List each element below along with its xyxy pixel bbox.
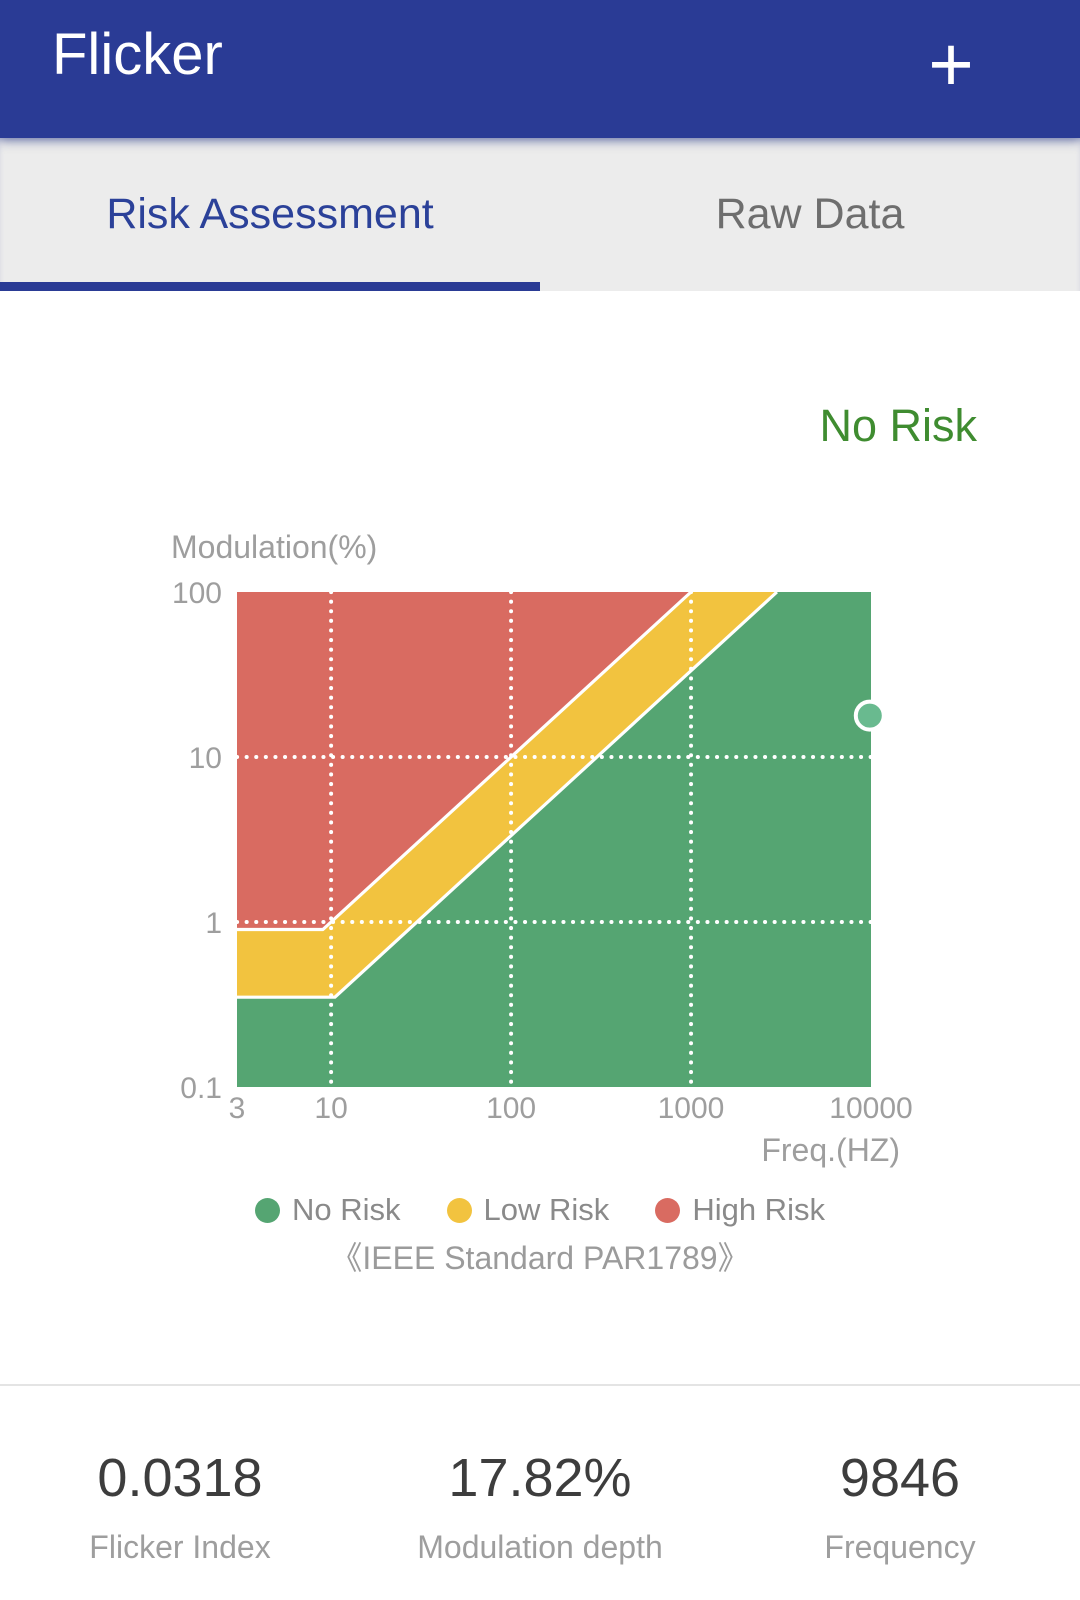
page-title: Flicker [52, 22, 223, 87]
legend-label: High Risk [692, 1192, 825, 1227]
section-divider [0, 1384, 1080, 1386]
risk-chart: 3 10 100 1000 10000 100 10 1 0.1 [172, 577, 913, 1125]
stat-modulation-depth: 17.82% Modulation depth [360, 1386, 720, 1566]
svg-text:0.1: 0.1 [180, 1072, 222, 1105]
stat-label: Flicker Index [89, 1529, 271, 1565]
high-risk-dot-icon [655, 1197, 681, 1223]
stat-value: 17.82% [448, 1448, 632, 1508]
risk-result-text: No Risk [819, 400, 977, 451]
stat-flicker-index: 0.0318 Flicker Index [0, 1386, 360, 1566]
no-risk-dot-icon [255, 1197, 281, 1223]
legend-item-no-risk: No Risk [255, 1190, 401, 1230]
stat-label: Frequency [824, 1529, 976, 1565]
svg-text:10: 10 [189, 742, 222, 775]
svg-text:10: 10 [314, 1092, 347, 1125]
svg-text:100: 100 [172, 577, 222, 610]
low-risk-dot-icon [446, 1197, 472, 1223]
svg-text:100: 100 [486, 1092, 536, 1125]
stat-frequency: 9846 Frequency [720, 1386, 1080, 1566]
tab-risk-assessment[interactable]: Risk Assessment [106, 190, 434, 238]
legend-item-high-risk: High Risk [655, 1190, 825, 1230]
legend-item-low-risk: Low Risk [446, 1190, 610, 1230]
stat-value: 0.0318 [97, 1448, 263, 1508]
add-icon[interactable]: + [928, 20, 974, 108]
standard-caption: 《IEEE Standard PAR1789》 [330, 1240, 750, 1276]
app-bar: Flicker + [0, 0, 1080, 138]
stats-row: 0.0318 Flicker Index 17.82% Modulation d… [0, 1386, 1080, 1566]
active-tab-underline [0, 282, 540, 291]
svg-text:1: 1 [205, 907, 222, 940]
tab-raw-data[interactable]: Raw Data [715, 190, 905, 238]
legend-label: No Risk [292, 1192, 401, 1227]
svg-text:1000: 1000 [658, 1092, 725, 1125]
stat-value: 9846 [839, 1448, 961, 1508]
legend-label: Low Risk [483, 1192, 610, 1227]
tab-bar: Risk Assessment Raw Data [0, 138, 1080, 291]
svg-text:3: 3 [229, 1092, 246, 1125]
svg-text:10000: 10000 [829, 1092, 912, 1125]
x-axis-label: Freq.(HZ) [761, 1132, 900, 1168]
chart-legend: No Risk Low Risk High Risk [0, 1190, 1080, 1230]
stat-label: Modulation depth [417, 1529, 663, 1565]
y-axis-label: Modulation(%) [171, 529, 378, 565]
